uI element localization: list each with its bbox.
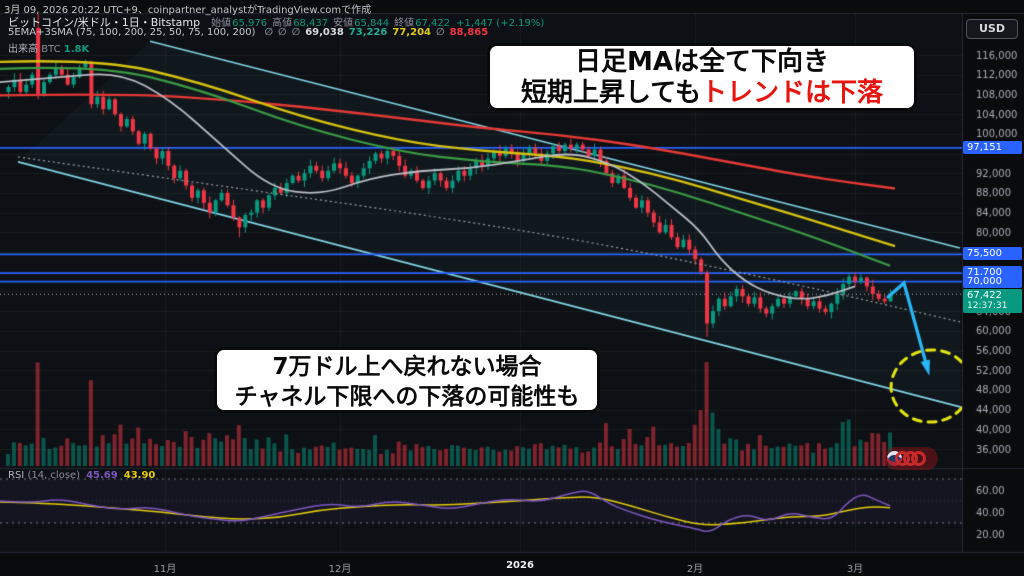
ma-value: 77,204 [392, 27, 431, 38]
currency-toggle-button[interactable]: USD [966, 19, 1018, 39]
rsi-name: RSI (14, close) [8, 470, 81, 481]
high-value: 68,437 [293, 18, 329, 29]
ma-indicator-name: 5EMA+3SMA (75, 100, 200, 25, 50, 75, 100… [8, 27, 256, 38]
annotation-line: 短期上昇してもトレンドは下落 [521, 78, 883, 108]
ma-value: 69,038 [305, 27, 344, 38]
change-value: +1,447 (+2.19%) [456, 18, 545, 29]
time-axis-label: 3月 [846, 564, 864, 575]
ma-value: 73,226 [348, 27, 388, 38]
price-line-label-75500: 75,500 [963, 247, 1022, 260]
annotation-line: チャネル下限への下落の可能性も [234, 384, 580, 410]
price-line-label-70000: 70,000 [963, 275, 1022, 288]
symbol-legend-row[interactable]: ビットコイン/米ドル・1日・Bitstamp 始値65,976 高値68,437 安値… [8, 14, 544, 30]
time-axis-label: 2月 [686, 564, 704, 575]
ma-value: ∅ [264, 27, 274, 38]
current-price-label: 67,422 12:37:31 [963, 289, 1022, 313]
symbol-title: ビットコイン/米ドル・1日・Bitstamp [8, 16, 201, 29]
current-price-value: 67,422 [967, 290, 1002, 301]
open-value: 65,976 [232, 18, 268, 29]
time-axis-label: 12月 [328, 564, 352, 575]
close-label: 終値 [394, 18, 415, 29]
annotation-ma-downtrend[interactable]: 日足MAは全て下向き 短期上昇してもトレンドは下落 [487, 43, 917, 111]
open-label: 始値 [211, 18, 232, 29]
volume-unit: BTC [41, 44, 61, 55]
price-line-label-97151: 97,151 [963, 141, 1022, 154]
close-value: 67,422 [415, 18, 451, 29]
annotation-channel-warning[interactable]: 7万ドル上へ戻れない場合 チャネル下限への下落の可能性も [214, 347, 600, 413]
ma-value: ∅ [291, 27, 301, 38]
annotation-red-text: トレンドは下落 [700, 78, 883, 108]
ma-value: ∅ [278, 27, 287, 38]
annotation-line: 日足MAは全て下向き [575, 47, 829, 77]
annotation-line: 7万ドル上へ戻れない場合 [272, 354, 542, 380]
volume-value: 1.8K [63, 44, 90, 55]
rsi-ma-value: 43.90 [123, 470, 156, 481]
low-value: 65,844 [354, 18, 390, 29]
logo-ring-icon [911, 451, 926, 466]
rsi-legend-row[interactable]: RSI (14, close) 45.69 43.90 [8, 470, 155, 481]
coinpartner-logo [884, 447, 938, 470]
low-label: 安値 [333, 18, 354, 29]
ma-legend-row[interactable]: 5EMA+3SMA (75, 100, 200, 25, 50, 75, 100… [8, 27, 488, 38]
volume-label: 出来高 [8, 44, 38, 55]
volume-legend-row[interactable]: 出来高 BTC 1.8K [8, 40, 89, 55]
rsi-value: 45.69 [86, 470, 118, 481]
high-label: 高値 [272, 18, 293, 29]
ma-value: 88,865 [449, 27, 489, 38]
time-axis-label: 11月 [153, 564, 177, 575]
bar-countdown: 12:37:31 [967, 301, 1008, 311]
ma-value: ∅ [435, 27, 445, 38]
creator-bar: 3月 09, 2026 20:22 UTC+9、coinpartner_anal… [4, 5, 372, 16]
time-axis-label-year: 2026 [506, 560, 534, 571]
